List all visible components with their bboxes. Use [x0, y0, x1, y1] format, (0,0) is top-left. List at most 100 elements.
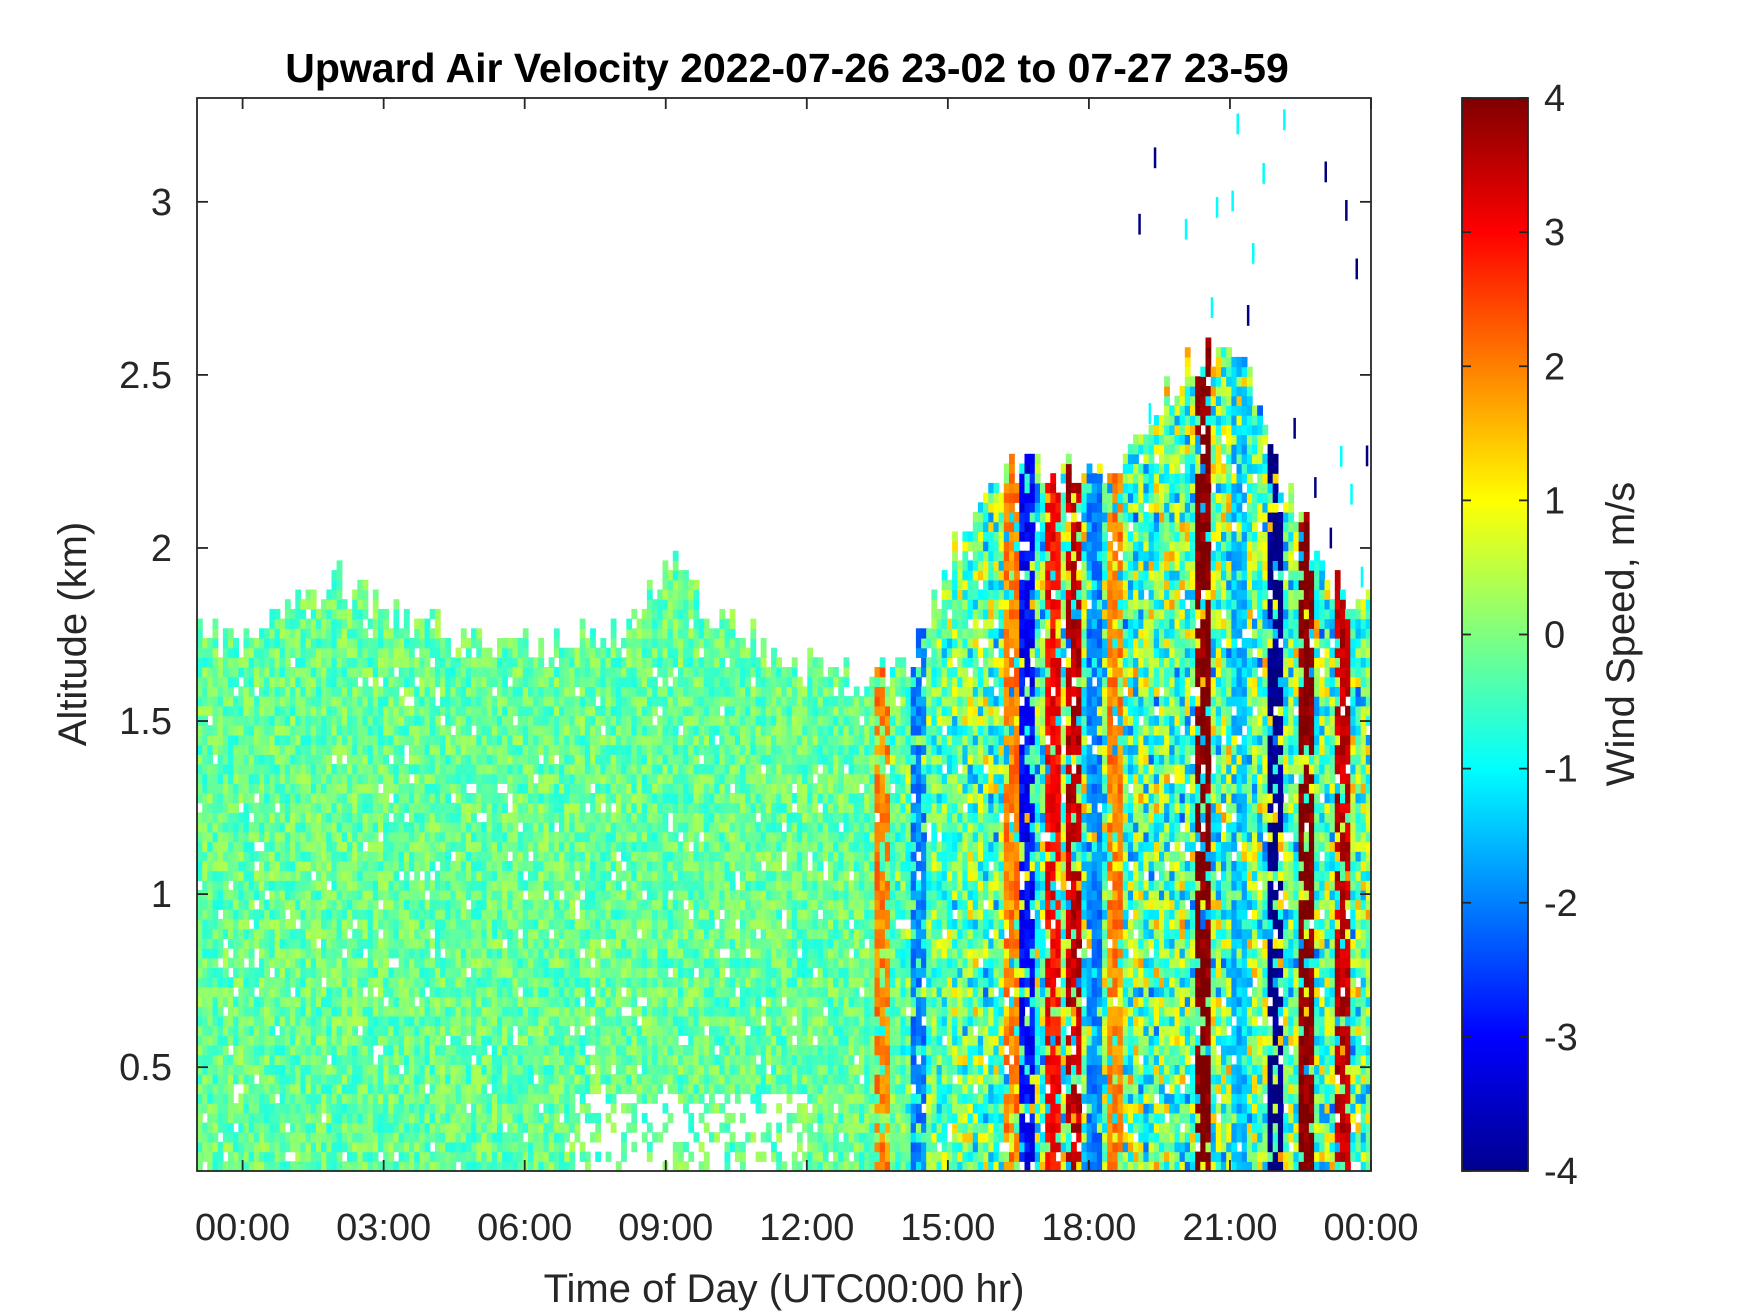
heatmap-cell	[610, 1103, 617, 1114]
heatmap-cell	[336, 686, 343, 697]
heatmap-cell	[372, 1025, 379, 1036]
heatmap-cell	[512, 783, 519, 794]
heatmap-cell	[486, 889, 493, 901]
heatmap-cell	[362, 1141, 369, 1153]
heatmap-cell	[569, 831, 576, 843]
heatmap-cell	[615, 880, 622, 891]
heatmap-cell	[486, 1122, 493, 1133]
heatmap-cell	[590, 773, 596, 784]
heatmap-cell	[455, 1025, 462, 1036]
heatmap-cell	[434, 705, 441, 717]
heatmap-cell	[202, 793, 208, 804]
heatmap-cell	[388, 783, 395, 794]
heatmap-cell	[538, 1093, 545, 1104]
heatmap-cell	[331, 1015, 338, 1027]
heatmap-cell	[672, 889, 679, 901]
heatmap-cell	[646, 996, 653, 1007]
heatmap-cell	[600, 1064, 607, 1075]
heatmap-cell	[667, 725, 674, 736]
heatmap-cell	[636, 831, 643, 843]
heatmap-cell	[284, 725, 291, 736]
heatmap-cell	[207, 822, 214, 833]
heatmap-cell	[372, 734, 379, 746]
heatmap-cell	[564, 967, 570, 978]
heatmap-cell	[434, 618, 441, 629]
heatmap-cell	[228, 841, 234, 852]
heatmap-cell	[233, 734, 239, 746]
heatmap-cell	[197, 948, 203, 959]
heatmap-cell	[357, 1132, 364, 1143]
heatmap-cell	[419, 860, 426, 872]
heatmap-cell	[409, 1161, 415, 1171]
heatmap-cell	[605, 725, 612, 736]
heatmap-cell	[657, 1025, 664, 1036]
heatmap-cell	[615, 783, 622, 794]
heatmap-cell	[497, 715, 503, 726]
heatmap-cell	[264, 1103, 270, 1114]
heatmap-cell	[553, 725, 560, 736]
heatmap-cell	[357, 909, 364, 920]
heatmap-cell	[284, 744, 291, 755]
heatmap-cell	[657, 967, 664, 978]
heatmap-cell	[605, 1035, 612, 1046]
heatmap-cell	[657, 589, 664, 600]
heatmap-cell	[533, 802, 539, 813]
heatmap-cell	[409, 851, 415, 862]
heatmap-cell	[326, 1064, 333, 1075]
heatmap-cell	[657, 909, 664, 920]
heatmap-cell	[383, 618, 389, 629]
heatmap-cell	[517, 812, 524, 823]
heatmap-cell	[678, 1074, 684, 1085]
heatmap-cell	[383, 919, 389, 930]
heatmap-cell	[269, 1006, 276, 1017]
heatmap-cell	[424, 841, 431, 852]
heatmap-cell	[512, 851, 519, 862]
heatmap-cell	[528, 1006, 534, 1017]
heatmap-cell	[497, 812, 503, 823]
heatmap-cell	[615, 822, 622, 833]
heatmap-cell	[548, 1015, 555, 1027]
heatmap-cell	[414, 889, 420, 901]
heatmap-cell	[352, 928, 358, 939]
heatmap-cell	[548, 841, 555, 852]
heatmap-cell	[357, 1161, 364, 1171]
heatmap-cell	[419, 657, 426, 668]
heatmap-cell	[610, 715, 617, 726]
heatmap-cell	[341, 977, 348, 988]
heatmap-cell	[228, 1093, 234, 1104]
heatmap-cell	[548, 754, 555, 765]
heatmap-cell	[522, 1006, 529, 1017]
heatmap-cell	[512, 822, 519, 833]
heatmap-cell	[269, 880, 276, 891]
heatmap-cell	[300, 618, 307, 629]
heatmap-cell	[367, 618, 374, 629]
heatmap-cell	[228, 928, 234, 939]
heatmap-cell	[279, 618, 286, 629]
heatmap-cell	[610, 1006, 617, 1017]
heatmap-cell	[233, 1015, 239, 1027]
heatmap-cell	[590, 764, 596, 775]
heatmap-cell	[290, 744, 296, 755]
heatmap-cell	[533, 754, 539, 765]
heatmap-cell	[605, 967, 612, 978]
heatmap-cell	[202, 1103, 208, 1114]
heatmap-cell	[455, 938, 462, 949]
heatmap-cell	[378, 705, 384, 717]
heatmap-cell	[253, 725, 260, 736]
heatmap-cell	[440, 734, 446, 746]
heatmap-cell	[434, 715, 441, 726]
heatmap-cell	[398, 1093, 405, 1104]
heatmap-cell	[646, 793, 653, 804]
heatmap-cell	[662, 967, 669, 978]
heatmap-cell	[460, 1112, 467, 1124]
heatmap-cell	[409, 1151, 415, 1162]
heatmap-cell	[517, 909, 524, 920]
heatmap-cell	[202, 686, 208, 697]
heatmap-cell	[548, 734, 555, 746]
heatmap-cell	[326, 1122, 333, 1133]
heatmap-cell	[672, 851, 679, 862]
heatmap-cell	[238, 841, 245, 852]
heatmap-cell	[202, 899, 208, 910]
heatmap-cell	[310, 977, 317, 988]
heatmap-cell	[393, 696, 400, 707]
